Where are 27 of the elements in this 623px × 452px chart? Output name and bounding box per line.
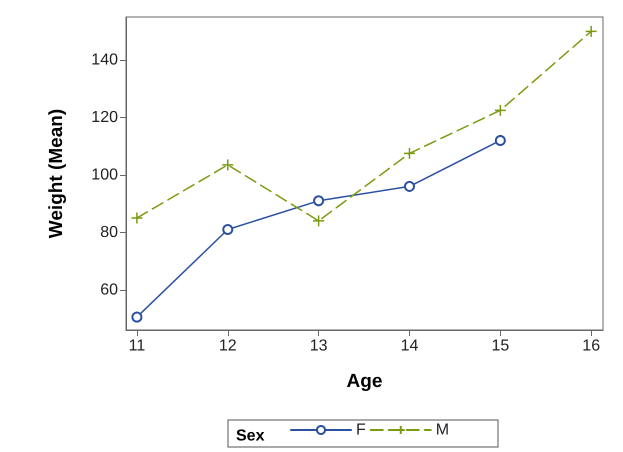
x-tick-label: 11 (128, 338, 146, 354)
point (312, 214, 325, 228)
point (313, 195, 324, 206)
y-tick-label: 80 (100, 224, 118, 241)
y-axis-title: Weight (Mean) (46, 108, 67, 238)
x-tick-label: 13 (310, 338, 328, 354)
legend-label: F (356, 422, 366, 438)
x-axis-title: Age (346, 371, 382, 392)
x-tick-label: 16 (582, 338, 600, 354)
point (494, 134, 506, 146)
x-tick-label: 12 (218, 338, 237, 354)
legend-title: Sex (236, 428, 265, 444)
point (131, 312, 142, 323)
y-tick-label: 60 (100, 281, 118, 298)
x-tick-label: 14 (400, 338, 418, 354)
y-tick-label: 100 (91, 166, 118, 184)
point (222, 224, 234, 235)
point (584, 25, 598, 38)
x-tick-label: 15 (491, 338, 510, 354)
y-tick-label: 120 (91, 109, 118, 126)
legend-label: M (436, 422, 450, 438)
point (404, 180, 415, 192)
point (403, 147, 416, 160)
point (130, 212, 144, 224)
point (494, 104, 507, 117)
point (222, 158, 234, 172)
y-tick-label: 140 (91, 52, 118, 69)
